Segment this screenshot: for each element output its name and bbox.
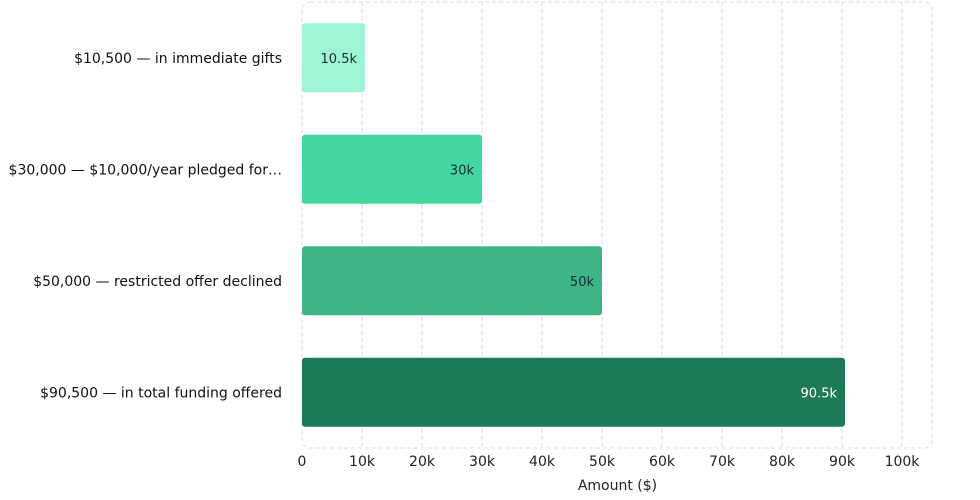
x-tick-label: 90k xyxy=(829,454,856,470)
x-tick-label: 70k xyxy=(709,454,736,470)
bar-2 xyxy=(302,134,482,204)
x-tick-label: 100k xyxy=(885,454,921,470)
x-tick-label: 60k xyxy=(649,454,676,470)
plot-frame xyxy=(301,1,933,449)
bar-1 xyxy=(302,23,365,93)
y-axis-category-labels: $10,500 — in immediate gifts $30,000 — $1… xyxy=(9,51,282,402)
bar-data-label: 50k xyxy=(570,275,595,290)
category-label: $10,500 — in immediate gifts xyxy=(74,51,282,67)
x-axis-tick-labels: 0 10k 20k 30k 40k 50k 60k 70k 80k 90k 100k xyxy=(298,454,921,470)
category-label: $90,500 — in total funding offered xyxy=(40,385,282,401)
x-tick-label: 10k xyxy=(349,454,376,470)
category-label: $50,000 — restricted offer declined xyxy=(33,274,282,290)
bar-4 xyxy=(302,357,845,427)
bar-data-label: 10.5k xyxy=(321,52,358,67)
x-tick-label: 80k xyxy=(769,454,796,470)
bar-3 xyxy=(302,246,602,316)
bar-data-label: 90.5k xyxy=(801,386,838,401)
x-axis-title: Amount ($) xyxy=(578,478,657,494)
x-tick-label: 0 xyxy=(298,454,307,470)
category-label: $30,000 — $10,000/year pledged for… xyxy=(9,162,282,178)
x-tick-label: 40k xyxy=(529,454,556,470)
x-tick-label: 30k xyxy=(469,454,496,470)
bar-data-label: 30k xyxy=(450,163,475,178)
x-tick-label: 50k xyxy=(589,454,616,470)
data-labels: 10.5k 30k 50k 90.5k xyxy=(321,52,838,402)
bars xyxy=(302,23,845,427)
x-tick-label: 20k xyxy=(409,454,436,470)
